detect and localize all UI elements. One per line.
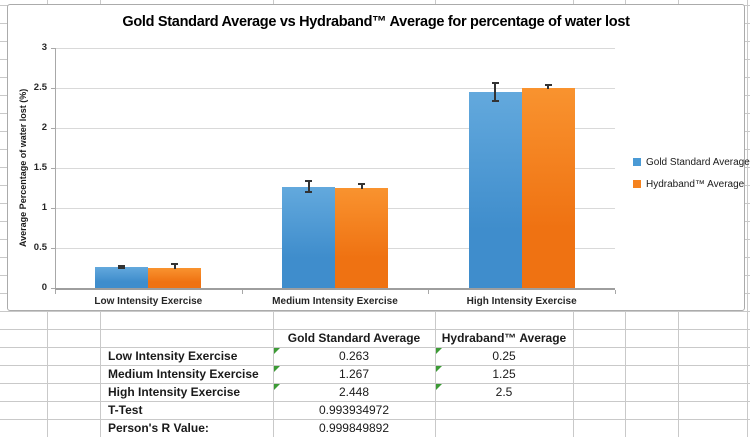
legend-label: Hydraband™ Average bbox=[646, 178, 745, 190]
error-bar-stem bbox=[173, 263, 176, 269]
bar-gold-standard[interactable] bbox=[468, 92, 522, 288]
sheet-row-line bbox=[0, 347, 750, 348]
x-tick-mark bbox=[241, 290, 243, 294]
sheet-column-line bbox=[747, 0, 748, 437]
legend-swatch-hydraband-icon bbox=[633, 180, 641, 188]
legend-swatch-gold-icon bbox=[633, 158, 641, 166]
error-bar-stem bbox=[547, 85, 550, 89]
value-gridline bbox=[55, 168, 615, 169]
chart-object[interactable]: Gold Standard Average vs Hydraband™ Aver… bbox=[7, 4, 750, 311]
sheet-row-line bbox=[0, 401, 750, 402]
green-flag-icon bbox=[274, 366, 280, 372]
row-label-cell[interactable]: Person's R Value: bbox=[108, 421, 209, 435]
y-axis-line bbox=[55, 48, 56, 288]
value-gridline bbox=[55, 48, 615, 49]
y-tick-mark bbox=[51, 208, 55, 209]
y-tick-label: 2.5 bbox=[33, 82, 47, 93]
row-label-cell[interactable]: Low Intensity Exercise bbox=[108, 349, 238, 363]
y-tick-label: 2 bbox=[41, 122, 47, 133]
green-flag-icon bbox=[436, 384, 442, 390]
value-cell[interactable]: 0.25 bbox=[492, 349, 516, 363]
x-category-label: Medium Intensity Exercise bbox=[272, 296, 398, 307]
y-tick-mark bbox=[51, 168, 55, 169]
x-tick-mark bbox=[428, 290, 430, 294]
error-bar-cap bbox=[118, 266, 126, 269]
green-flag-icon bbox=[274, 384, 280, 390]
error-bar-cap bbox=[305, 190, 312, 193]
sheet-row-line bbox=[0, 419, 750, 420]
x-category-label: High Intensity Exercise bbox=[466, 296, 577, 307]
error-bar-cap bbox=[171, 262, 179, 265]
bar-hydraband[interactable] bbox=[335, 188, 388, 288]
sheet-row-line bbox=[0, 311, 750, 312]
y-tick-label: 1.5 bbox=[33, 162, 47, 173]
error-bar-stem bbox=[494, 83, 497, 101]
value-gridline bbox=[55, 88, 615, 89]
value-gridline bbox=[55, 128, 615, 129]
error-bar-stem bbox=[360, 184, 363, 189]
bar-hydraband[interactable] bbox=[521, 88, 575, 288]
column-header-cell[interactable]: Hydraband™ Average bbox=[441, 331, 567, 345]
value-cell[interactable]: 2.5 bbox=[495, 385, 513, 399]
error-bar-stem bbox=[307, 181, 310, 192]
sheet-row-line bbox=[0, 329, 750, 330]
green-flag-icon bbox=[436, 348, 442, 354]
x-tick-mark bbox=[615, 290, 616, 294]
x-axis-line bbox=[55, 288, 615, 290]
y-tick-label: 3 bbox=[41, 42, 47, 53]
bar-gold-standard[interactable] bbox=[95, 266, 149, 288]
y-tick-mark bbox=[51, 288, 55, 289]
sheet-row-line bbox=[0, 383, 750, 384]
y-tick-mark bbox=[51, 88, 55, 89]
column-header-cell[interactable]: Gold Standard Average bbox=[287, 331, 421, 345]
error-bar-cap bbox=[491, 82, 499, 85]
legend-entry[interactable]: Gold Standard Average bbox=[633, 156, 750, 168]
y-tick-mark bbox=[51, 48, 55, 49]
error-bar-cap bbox=[305, 180, 312, 183]
value-cell[interactable] bbox=[435, 401, 573, 419]
green-flag-icon bbox=[436, 366, 442, 372]
green-flag-icon bbox=[274, 348, 280, 354]
value-cell[interactable]: 1.267 bbox=[338, 367, 370, 381]
row-label-cell[interactable]: T-Test bbox=[108, 403, 143, 417]
value-cell[interactable]: 1.25 bbox=[492, 367, 516, 381]
value-cell[interactable]: 0.263 bbox=[338, 349, 370, 363]
bar-gold-standard[interactable] bbox=[282, 186, 335, 288]
y-tick-label: 0 bbox=[41, 282, 47, 293]
error-bar-cap bbox=[118, 265, 126, 267]
y-tick-mark bbox=[51, 128, 55, 129]
x-category-label: Low Intensity Exercise bbox=[94, 296, 203, 307]
bar-hydraband[interactable] bbox=[148, 268, 202, 288]
value-cell[interactable]: 0.999849892 bbox=[318, 421, 390, 435]
value-cell[interactable] bbox=[435, 419, 573, 437]
row-label-cell[interactable]: High Intensity Exercise bbox=[108, 385, 241, 399]
legend-label: Gold Standard Average bbox=[646, 156, 750, 168]
sheet-row-line bbox=[0, 365, 750, 366]
y-tick-label: 1 bbox=[41, 202, 47, 213]
chart-title: Gold Standard Average vs Hydraband™ Aver… bbox=[122, 14, 630, 30]
value-cell[interactable]: 2.448 bbox=[338, 385, 370, 399]
value-cell[interactable]: 0.993934972 bbox=[318, 403, 390, 417]
y-tick-mark bbox=[51, 248, 55, 249]
error-bar-cap bbox=[491, 99, 499, 102]
y-tick-label: 0.5 bbox=[33, 242, 47, 253]
error-bar-cap bbox=[358, 183, 365, 185]
error-bar-cap bbox=[544, 84, 552, 87]
x-tick-mark bbox=[55, 290, 56, 294]
row-label-cell[interactable]: Medium Intensity Exercise bbox=[108, 367, 259, 381]
legend-entry[interactable]: Hydraband™ Average bbox=[633, 178, 744, 190]
